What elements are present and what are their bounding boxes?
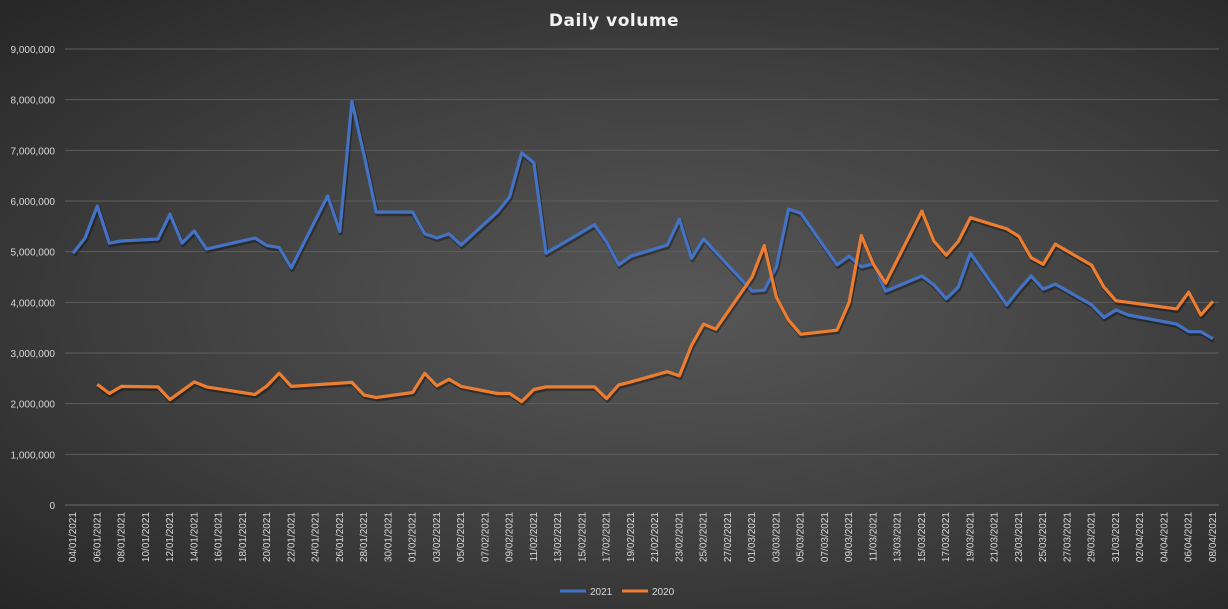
x-tick-label: 03/03/2021 [771,512,782,562]
x-tick-label: 23/02/2021 [674,512,685,562]
x-tick-label: 13/02/2021 [553,512,564,562]
legend-label-2020: 2020 [652,587,675,598]
x-tick-label: 08/01/2021 [117,512,128,562]
y-tick-label: 9,000,000 [11,45,56,56]
x-tick-label: 19/03/2021 [965,512,976,562]
x-tick-label: 03/02/2021 [432,512,443,562]
x-tick-label: 30/01/2021 [383,512,394,562]
x-tick-label: 31/03/2021 [1111,512,1122,562]
x-tick-label: 25/03/2021 [1038,512,1049,562]
x-tick-label: 27/03/2021 [1062,512,1073,562]
x-tick-label: 04/04/2021 [1159,512,1170,562]
x-tick-label: 26/01/2021 [335,512,346,562]
x-tick-label: 25/02/2021 [699,512,710,562]
x-tick-label: 07/03/2021 [820,512,831,562]
chart-title: Daily volume [549,11,679,31]
x-tick-label: 01/02/2021 [408,512,419,562]
x-tick-label: 04/01/2021 [68,512,79,562]
x-tick-label: 20/01/2021 [262,512,273,562]
x-tick-label: 23/03/2021 [1014,512,1025,562]
x-tick-label: 18/01/2021 [238,512,249,562]
series-line-2020 [96,209,1215,404]
x-tick-label: 17/03/2021 [941,512,952,562]
y-tick-label: 6,000,000 [11,197,56,208]
x-tick-label: 05/03/2021 [796,512,807,562]
x-tick-label: 29/03/2021 [1087,512,1098,562]
x-tick-label: 21/03/2021 [990,512,1001,562]
x-tick-label: 06/01/2021 [92,512,103,562]
y-tick-label: 3,000,000 [11,349,56,360]
x-tick-label: 15/02/2021 [577,512,588,562]
x-tick-label: 13/03/2021 [893,512,904,562]
y-tick-label: 8,000,000 [11,96,56,107]
legend-label-2021: 2021 [590,587,613,598]
gridlines [65,48,1219,506]
y-tick-label: 2,000,000 [11,400,56,411]
series-line-2021 [71,99,1214,341]
x-tick-label: 02/04/2021 [1135,512,1146,562]
x-tick-label: 24/01/2021 [311,512,322,562]
x-tick-label: 08/04/2021 [1208,512,1219,562]
x-tick-label: 01/03/2021 [747,512,758,562]
y-tick-label: 5,000,000 [11,248,56,259]
series-lines [71,99,1216,406]
x-tick-label: 12/01/2021 [165,512,176,562]
x-tick-label: 17/02/2021 [602,512,613,562]
x-tick-label: 09/03/2021 [844,512,855,562]
legend: 2021 2020 [560,587,675,598]
x-tick-label: 07/02/2021 [480,512,491,562]
x-tick-label: 10/01/2021 [141,512,152,562]
x-tick-label: 11/02/2021 [529,512,540,562]
x-tick-label: 16/01/2021 [214,512,225,562]
y-axis: 0 1,000,000 2,000,000 3,000,000 4,000,000 5,0… [11,45,56,512]
y-tick-label: 1,000,000 [11,450,56,461]
x-tick-label: 15/03/2021 [917,512,928,562]
x-tick-label: 06/04/2021 [1184,512,1195,562]
x-axis: 04/01/2021 06/01/2021 08/01/2021 10/01/2021… [68,512,1219,562]
x-tick-label: 11/03/2021 [868,512,879,562]
series-shadow [72,101,1216,343]
y-tick-label: 0 [49,501,55,512]
x-tick-label: 05/02/2021 [456,512,467,562]
y-tick-label: 4,000,000 [11,298,56,309]
x-tick-label: 27/02/2021 [723,512,734,562]
x-tick-label: 21/02/2021 [650,512,661,562]
y-tick-label: 7,000,000 [11,146,56,157]
x-tick-label: 22/01/2021 [286,512,297,562]
x-tick-label: 19/02/2021 [626,512,637,562]
x-tick-label: 09/02/2021 [505,512,516,562]
x-tick-label: 14/01/2021 [189,512,200,562]
x-tick-label: 28/01/2021 [359,512,370,562]
